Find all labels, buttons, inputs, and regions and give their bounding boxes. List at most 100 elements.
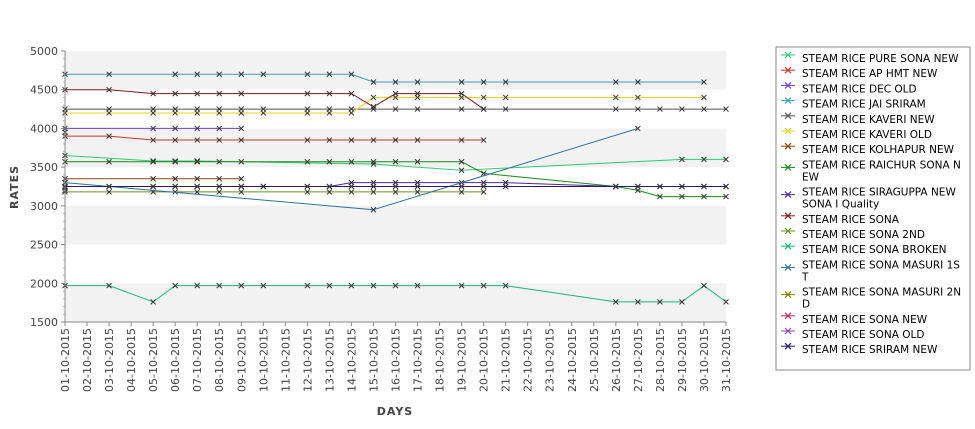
data-point (150, 110, 156, 116)
x-tick-label: 06-10-2015 (169, 328, 182, 392)
legend-marker (784, 212, 792, 220)
data-point (238, 183, 245, 190)
data-point (216, 189, 223, 195)
data-point (150, 183, 156, 190)
y-tick-label: 4000 (30, 122, 58, 135)
data-point (480, 183, 487, 190)
data-point (723, 106, 729, 112)
data-point (480, 189, 487, 195)
data-point (502, 183, 509, 190)
data-point (612, 79, 619, 85)
legend-label: STEAM RICE SIRAGUPPA NEW SONA I Quality (802, 187, 959, 211)
data-point (216, 175, 223, 182)
data-point (194, 90, 201, 97)
x-tick-label: 19-10-2015 (456, 328, 469, 392)
grid-band (65, 283, 726, 322)
data-point (679, 193, 685, 200)
data-point (723, 299, 729, 305)
data-point (172, 71, 179, 78)
legend-marker (784, 327, 792, 335)
legend-label: STEAM RICE AP HMT NEW (802, 68, 938, 80)
data-point (260, 282, 267, 289)
x-tick-label: 15-10-2015 (367, 328, 380, 392)
data-point (635, 183, 641, 190)
data-point (106, 110, 112, 116)
data-point (304, 110, 311, 116)
legend-item: STEAM RICE JAI SRIRAM (781, 97, 926, 111)
series-line (62, 86, 487, 112)
data-point (194, 158, 201, 164)
data-point (106, 133, 112, 140)
data-point (172, 175, 179, 182)
data-point (370, 106, 377, 112)
data-point (348, 90, 355, 97)
data-point (701, 193, 707, 200)
data-point (679, 106, 685, 112)
data-point (194, 71, 201, 78)
x-tick-label: 03-10-2015 (103, 328, 116, 392)
data-point (370, 282, 377, 289)
data-point (458, 79, 465, 85)
legend-label: STEAM RICE SONA MASURI 1S T (801, 259, 960, 283)
x-tick-label: 18-10-2015 (434, 328, 447, 392)
data-point (635, 79, 641, 85)
data-point (458, 189, 465, 195)
data-point (414, 137, 421, 143)
x-tick-label: 01-10-2015 (59, 328, 72, 392)
legend-item: STEAM RICE PURE SONA NEW (781, 51, 959, 65)
data-point (502, 106, 509, 112)
data-point (635, 125, 641, 132)
legend-marker (784, 191, 792, 199)
legend-marker (784, 51, 792, 59)
data-point (150, 158, 156, 164)
data-point (304, 158, 311, 165)
legend-marker (784, 127, 792, 135)
data-point (370, 137, 377, 143)
data-point (612, 94, 619, 101)
series-line (62, 183, 729, 190)
legend-marker (784, 142, 792, 150)
legend-item: STEAM RICE RAICHUR SONA N EW (781, 159, 961, 183)
legend-label: STEAM RICE SONA 2ND (802, 229, 925, 241)
data-point (106, 158, 112, 165)
data-point (172, 158, 179, 165)
data-point (326, 71, 333, 78)
data-point (194, 175, 201, 182)
data-point (392, 137, 399, 143)
x-tick-label: 14-10-2015 (345, 328, 358, 392)
data-point (612, 183, 619, 190)
y-tick-label: 4500 (30, 84, 58, 97)
data-point (679, 183, 685, 190)
legend-marker (784, 291, 792, 299)
data-point (502, 79, 509, 85)
data-point (326, 158, 333, 165)
data-point (194, 282, 201, 289)
legend: STEAM RICE PURE SONA NEW STEAM RICE AP HM… (775, 46, 971, 371)
data-point (635, 106, 641, 112)
data-point (414, 282, 421, 289)
data-point (679, 299, 685, 305)
data-point (348, 282, 355, 289)
y-tick-label: 2500 (30, 239, 58, 252)
legend-marker (784, 81, 792, 89)
data-point (723, 183, 729, 190)
legend-label: STEAM RICE KAVERI OLD (802, 129, 932, 141)
legend-item: STEAM RICE SONA 2ND (781, 227, 925, 241)
data-point (458, 90, 465, 97)
legend-marker (784, 112, 792, 120)
data-point (326, 282, 333, 289)
data-point (370, 79, 377, 85)
data-point (480, 94, 487, 101)
data-point (348, 189, 355, 195)
data-point (260, 183, 267, 190)
data-point (414, 183, 421, 190)
data-point (392, 183, 399, 190)
series-line (62, 282, 729, 305)
data-point (150, 299, 156, 305)
data-point (216, 137, 223, 143)
data-point (216, 183, 223, 190)
legend-label: STEAM RICE RAICHUR SONA N EW (802, 159, 961, 183)
data-point (657, 299, 663, 305)
data-point (194, 183, 201, 190)
